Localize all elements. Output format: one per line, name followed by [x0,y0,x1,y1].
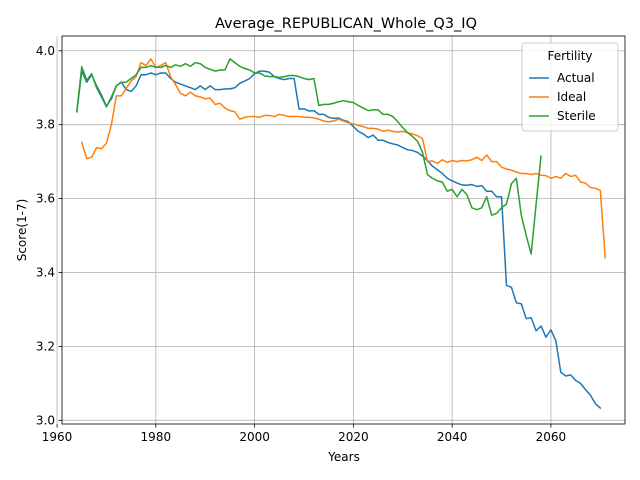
y-tick-label: 3.2 [36,339,55,353]
legend-label-ideal: Ideal [557,90,586,104]
y-tick-label: 3.4 [36,265,55,279]
legend-box [521,42,619,132]
y-axis-ticks: 3.0 3.2 3.4 3.6 3.8 4.0 [36,44,62,427]
legend-label-sterile: Sterile [557,109,596,123]
y-tick-label: 3.0 [36,413,55,427]
x-tick-label: 2000 [239,430,270,444]
series-line-ideal [80,58,607,259]
x-tick-label: 1980 [141,430,172,444]
y-axis-label: Score(1-7) [15,199,29,262]
legend-title: Fertility [547,49,592,63]
x-axis-label: Years [327,450,360,464]
y-tick-label: 4.0 [36,44,55,58]
legend-label-actual: Actual [557,71,595,85]
chart-title: Average_REPUBLICAN_Whole_Q3_IQ [215,16,477,32]
series-lines [75,58,607,410]
x-axis-ticks: 1960 1980 2000 2020 2040 2060 [42,424,566,444]
x-tick-label: 2040 [437,430,468,444]
legend: Fertility Actual Ideal Sterile [521,42,619,132]
series-line-sterile [75,58,542,255]
series-line-actual [75,70,602,410]
x-tick-label: 2060 [536,430,567,444]
y-tick-label: 3.8 [36,118,55,132]
x-tick-label: 2020 [338,430,369,444]
plot-area-frame [61,35,626,425]
x-tick-label: 1960 [42,430,73,444]
y-tick-label: 3.6 [36,192,55,206]
